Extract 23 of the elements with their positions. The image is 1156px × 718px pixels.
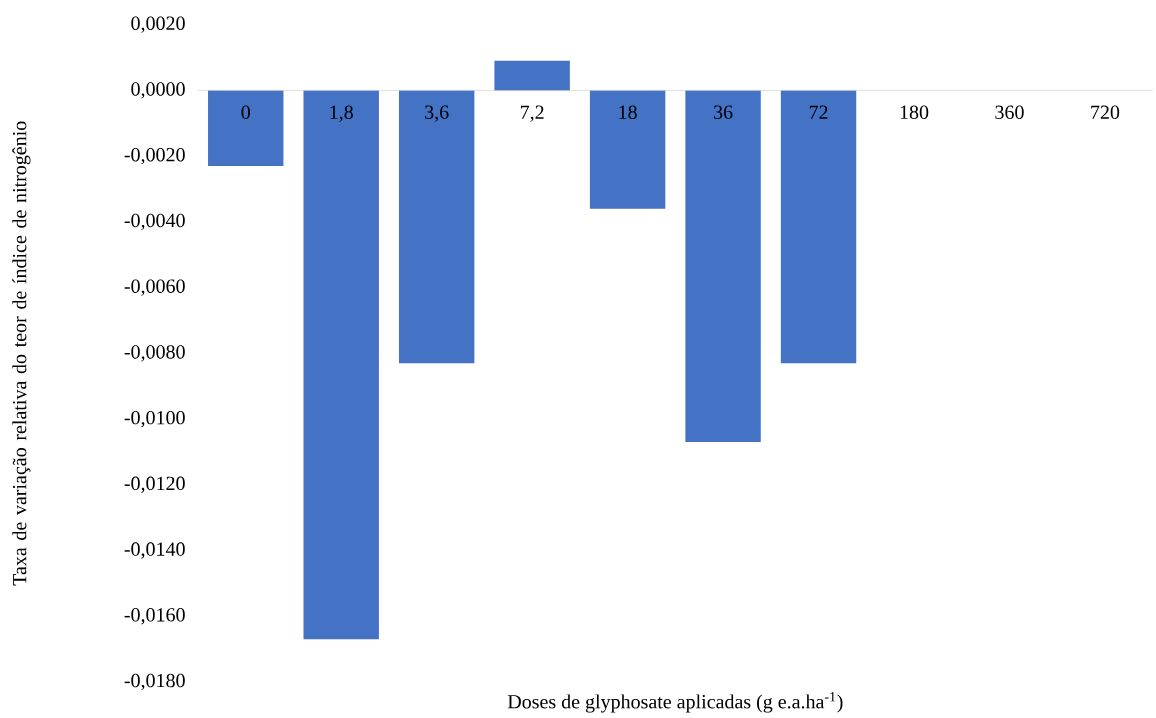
y-tick-label: -0,0060: [124, 279, 185, 296]
y-tick-label: -0,0180: [124, 673, 185, 691]
x-tick-label: 18: [619, 105, 637, 119]
x-axis-title: Doses de glyphosate aplicadas (g e.a.ha$^{-1}$): [507, 692, 843, 713]
x-tick-label: 360: [995, 105, 1024, 119]
x-tick-label: 3,6: [425, 105, 449, 122]
x-tick-label: 720: [1091, 105, 1120, 119]
x-tick-label: 72: [809, 105, 828, 119]
y-tick-label: -0,0100: [124, 410, 185, 428]
y-tick-label: -0,0120: [124, 476, 185, 493]
x-tick-label: 0: [241, 105, 250, 119]
y-tick-label: -0,0040: [124, 213, 185, 231]
y-tick-label: -0,0160: [124, 608, 185, 625]
y-tick-label: 0,0020: [131, 16, 185, 33]
y-tick-label: -0,0080: [124, 345, 185, 362]
y-tick-label: -0,0140: [124, 542, 185, 559]
y-axis-title: Taxa de variação relativa do teor de índice de nitrogênio: [12, 121, 31, 586]
y-tick-label: -0,0020: [124, 147, 185, 165]
x-tick-label: 36: [714, 105, 733, 119]
y-tick-label: 0,0000: [131, 82, 185, 99]
x-tick-label: 7,2: [520, 105, 544, 122]
x-tick-label: 1,8: [330, 105, 353, 122]
x-tick-label: 180: [900, 105, 929, 119]
